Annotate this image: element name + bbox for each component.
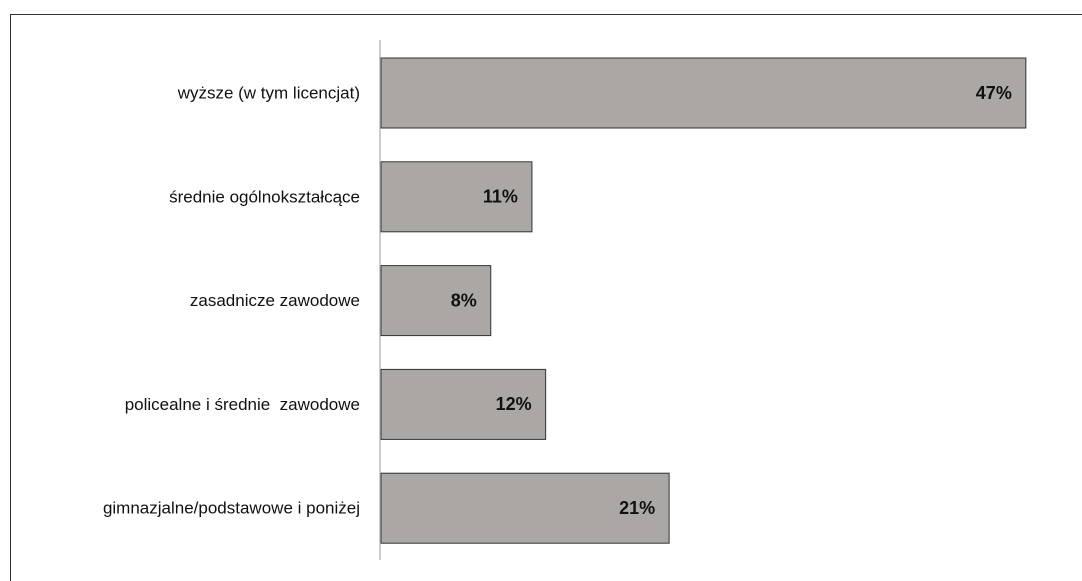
data-label: 47% [976, 83, 1012, 103]
frame [10, 14, 1082, 581]
category-label: zasadnicze zawodowe [190, 291, 360, 310]
category-label: średnie ogólnokształcące [169, 187, 360, 206]
category-label: wyższe (w tym licencjat) [177, 83, 360, 102]
bar [380, 57, 1027, 129]
data-label: 11% [483, 187, 518, 207]
data-label: 12% [496, 394, 532, 414]
bar [380, 265, 492, 337]
category-label: gimnazjalne/podstawowe i poniżej [103, 499, 360, 518]
bar [380, 161, 533, 233]
data-label: 8% [451, 290, 477, 310]
bar [380, 472, 670, 544]
category-label: policealne i średnie zawodowe [125, 395, 360, 414]
data-label: 21% [619, 498, 655, 518]
bar [380, 368, 547, 440]
